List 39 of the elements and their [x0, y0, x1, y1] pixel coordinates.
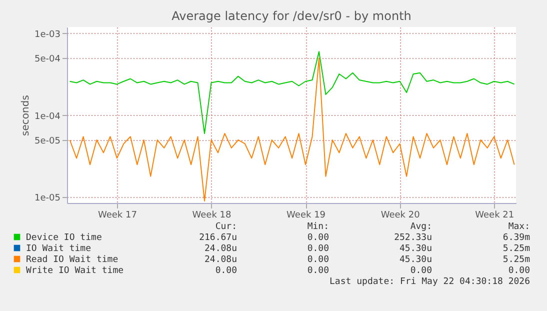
text: 6.39m [502, 233, 530, 243]
text: 0.00 [307, 266, 329, 276]
text: Avg: [410, 222, 432, 232]
text: Min: [307, 222, 329, 232]
line-series [69, 51, 515, 134]
text: 5.25m [502, 244, 530, 254]
text: 24.08u [204, 255, 237, 265]
legend-label: IO Wait time [26, 244, 92, 254]
y-tick-label: 5e-05 [34, 136, 60, 146]
legend-label: Read IO Wait time [26, 255, 118, 265]
text: 0.00 [508, 266, 530, 276]
text: Max: [508, 222, 530, 232]
y-tick-label: 1e-03 [34, 30, 60, 40]
x-tick-label: Week 18 [192, 210, 232, 220]
text: 216.67u [199, 233, 237, 243]
text: 5.25m [502, 255, 530, 265]
x-tick-label: Week 20 [380, 210, 420, 220]
text: 252.33u [394, 233, 432, 243]
line-series [69, 58, 515, 202]
text: 0.00 [307, 255, 329, 265]
text: 45.30u [399, 255, 432, 265]
legend-label: Device IO time [26, 233, 102, 243]
y-tick-label: 1e-05 [34, 194, 60, 204]
x-tick-label: Week 19 [286, 210, 326, 220]
y-tick-label: 5e-04 [34, 54, 61, 65]
text: 0.00 [307, 244, 329, 254]
y-tick-label: 1e-04 [34, 112, 61, 122]
text: 0.00 [410, 266, 432, 276]
text: Last update: Fri May 22 04:30:18 2026 [330, 277, 530, 287]
text: 0.00 [307, 233, 329, 243]
text: 24.08u [204, 244, 237, 254]
y-axis-title: seconds [20, 95, 32, 136]
x-tick-label: Week 17 [98, 210, 137, 220]
x-tick-label: Week 21 [475, 210, 514, 220]
text: Cur: [215, 222, 237, 232]
chart-title: Average latency for /dev/sr0 - by month [172, 9, 412, 23]
text: 45.30u [399, 244, 432, 254]
legend-label: Write IO Wait time [26, 266, 124, 276]
text: 0.00 [215, 266, 237, 276]
